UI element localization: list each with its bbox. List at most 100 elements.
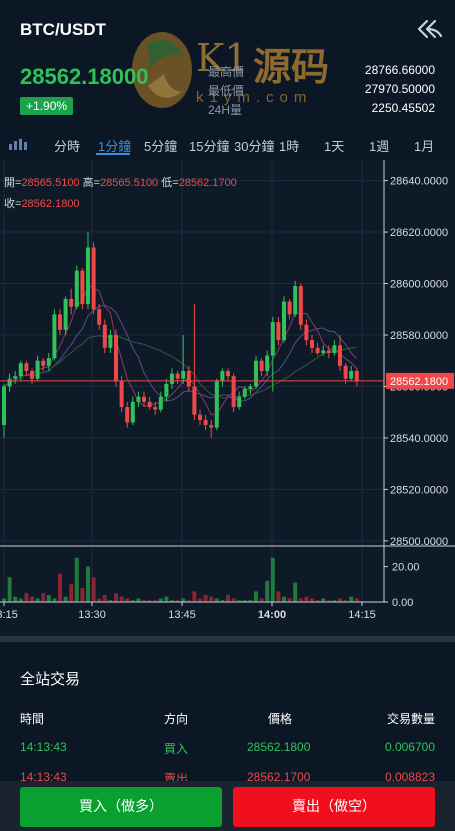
volume-bar	[214, 598, 219, 602]
close-label: 收=	[4, 198, 22, 210]
market-header: K1 源码 k1ym.com BTC/USDT 28562.18000 +1.9…	[0, 0, 455, 130]
price-tick-label: 28500.0000	[390, 536, 448, 548]
tab-15min[interactable]: 15分鐘	[189, 139, 230, 154]
candle	[349, 371, 354, 379]
volume-bar	[343, 600, 348, 602]
volume-bar	[276, 591, 281, 602]
volume-bar	[338, 598, 342, 602]
volume-bar	[248, 600, 253, 602]
ohlc-line-2: 收=28562.1800	[4, 195, 80, 211]
tab-1week[interactable]: 1週	[369, 139, 390, 154]
volume-bar	[198, 598, 202, 602]
watermark-logo: K1 源码 k1ym.com	[128, 26, 338, 112]
tab-5min[interactable]: 5分鐘	[144, 139, 178, 154]
volume-bar	[153, 600, 158, 602]
candle	[136, 396, 141, 402]
candle	[226, 371, 230, 377]
volume-bar	[304, 596, 309, 602]
volume-bar	[46, 594, 51, 602]
tab-1month[interactable]: 1月	[414, 139, 435, 154]
volume-bar	[270, 557, 275, 602]
volume-bar	[209, 596, 214, 602]
pair-title: BTC/USDT	[20, 20, 106, 39]
candle	[74, 270, 79, 307]
volume-bar	[142, 600, 146, 602]
stat-volume-value: 2250.45502	[371, 101, 435, 115]
tab-30min[interactable]: 30分鐘	[234, 139, 275, 154]
candle	[125, 407, 130, 423]
kline-chart[interactable]: 28640.0000 28620.0000 28600.0000 28580.0000…	[0, 160, 455, 636]
candle	[130, 401, 135, 423]
tab-1day[interactable]: 1天	[324, 139, 345, 154]
candle	[254, 360, 258, 387]
price-tick-label: 28620.0000	[390, 227, 448, 239]
candle	[293, 286, 298, 315]
buy-long-button[interactable]: 買入（做多）	[20, 787, 222, 827]
high-label: 高=	[82, 177, 101, 189]
trades-title: 全站交易	[20, 671, 81, 688]
volume-bar	[86, 566, 90, 602]
candle	[175, 373, 180, 379]
col-price: 價格	[268, 712, 293, 726]
candle	[147, 401, 152, 408]
ma-line	[3, 335, 357, 399]
time-tick-label: 13:45	[168, 609, 196, 621]
candle	[91, 247, 96, 310]
price-tick-label: 28520.0000	[390, 484, 448, 496]
volume-bar	[242, 600, 247, 602]
col-qty: 交易數量	[386, 712, 435, 726]
candle	[63, 298, 68, 330]
volume-bar	[231, 598, 236, 602]
candle	[332, 345, 337, 353]
price-tick-label: 28640.0000	[390, 176, 448, 188]
candle	[52, 314, 57, 359]
high-value: 28565.5100	[100, 177, 159, 189]
volume-bars-group	[2, 557, 359, 602]
back-icon[interactable]	[417, 18, 443, 40]
candle	[315, 347, 320, 353]
candle	[321, 350, 326, 353]
volume-bar	[237, 600, 242, 602]
tab-1hour[interactable]: 1時	[279, 139, 300, 154]
low-label: 低=	[161, 177, 179, 189]
moving-average-lines	[3, 284, 358, 416]
candle	[2, 386, 6, 426]
chart-settings-icon[interactable]	[8, 137, 28, 151]
candle	[102, 324, 107, 348]
candle	[343, 365, 348, 379]
volume-bar	[254, 591, 258, 602]
volume-bar	[175, 600, 180, 602]
stat-high-value: 28766.66000	[364, 63, 435, 77]
open-value: 28565.5100	[21, 177, 80, 189]
volume-bar	[321, 598, 326, 602]
volume-bar	[259, 598, 264, 602]
candle	[46, 358, 51, 366]
volume-bar	[130, 600, 135, 602]
sell-short-button[interactable]: 賣出（做空）	[233, 787, 435, 827]
tab-1min[interactable]: 1分鐘	[98, 139, 132, 154]
trade-time: 14:13:43	[20, 770, 67, 784]
candle	[7, 378, 12, 387]
volume-bar	[287, 598, 292, 602]
watermark-emblem	[132, 32, 192, 108]
candle	[24, 363, 29, 372]
candle	[164, 383, 169, 397]
volume-bar	[136, 598, 141, 602]
stat-low-label: 最低價	[208, 84, 245, 98]
tab-timeshare[interactable]: 分時	[54, 139, 81, 154]
candle	[198, 414, 202, 420]
volume-bar	[63, 596, 68, 602]
volume-bar	[265, 580, 270, 602]
volume-bar	[91, 577, 96, 602]
ma-line	[3, 304, 358, 402]
trade-price: 28562.1800	[247, 740, 311, 754]
price-tick-label: 28600.0000	[390, 279, 448, 291]
candle	[186, 371, 191, 387]
candle	[270, 322, 275, 356]
volume-bar	[293, 582, 298, 602]
price-tick-label: 28580.0000	[390, 330, 448, 342]
volume-bar	[2, 598, 6, 602]
volume-bar	[164, 596, 169, 602]
candle	[265, 355, 270, 372]
col-side: 方向	[164, 712, 189, 726]
